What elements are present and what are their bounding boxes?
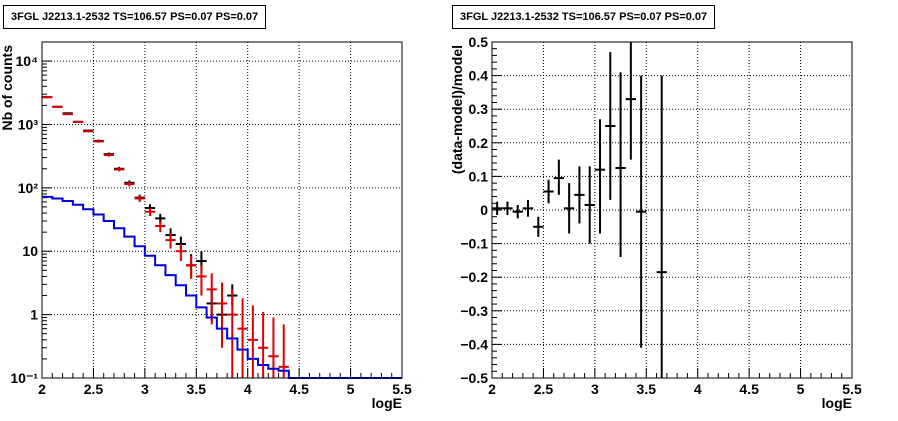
residuals-chart-title: 3FGL J2213.1-2532 TS=106.57 PS=0.07 PS=0… <box>452 5 716 29</box>
residuals-x-tick-label: 4.5 <box>739 381 759 397</box>
counts-y-axis-label: Nb of counts <box>0 45 15 131</box>
residuals-x-tick-label: 2 <box>488 381 496 397</box>
residuals-y-tick-label: −0.3 <box>460 303 488 319</box>
counts-x-tick-label: 3 <box>141 381 149 397</box>
counts-x-axis-label: logE <box>372 395 402 411</box>
counts-x-tick-label: 4.5 <box>289 381 309 397</box>
counts-x-tick-label: 2.5 <box>84 381 104 397</box>
counts-y-tick-label: 1 <box>30 307 38 323</box>
counts-x-tick-label: 5 <box>347 381 355 397</box>
residuals-y-tick-label: 0.1 <box>469 168 489 184</box>
counts-x-tick-label: 4 <box>244 381 252 397</box>
counts-panel: 2 2.5 3 3.5 4 4.5 5 5.5 10⁻¹ 1 10 10² 10³ 10⁴ logE Nb o… <box>0 41 412 411</box>
residuals-x-tick-label: 5.5 <box>842 381 862 397</box>
residuals-plot-frame <box>491 41 853 379</box>
residuals-panel: 2 2.5 3 3.5 4 4.5 5 5.5 −0.5 −0.4 −0.3 −0.2 −0.1 0 0.1… <box>449 34 862 411</box>
counts-chart-title: 3FGL J2213.1-2532 TS=106.57 PS=0.07 PS=0… <box>3 5 267 29</box>
counts-y-tick-label: 10² <box>18 180 39 196</box>
residuals-y-tick-label: −0.2 <box>460 269 488 285</box>
counts-x-tick-label: 3.5 <box>187 381 207 397</box>
counts-y-tick-label: 10³ <box>18 116 39 132</box>
counts-x-tick-label: 5.5 <box>392 381 412 397</box>
residuals-y-tick-label: 0.4 <box>469 68 489 84</box>
residuals-y-tick-label: −0.4 <box>460 336 488 352</box>
residuals-x-tick-label: 3.5 <box>637 381 657 397</box>
residuals-y-tick-label: 0.3 <box>469 101 489 117</box>
residuals-y-tick-label: 0.2 <box>469 135 489 151</box>
counts-y-tick-label: 10⁴ <box>16 53 39 69</box>
residuals-y-tick-label: 0.5 <box>469 34 489 50</box>
residuals-y-tick-label: −0.5 <box>460 370 488 386</box>
residuals-x-tick-label: 2.5 <box>534 381 554 397</box>
residuals-x-tick-label: 3 <box>591 381 599 397</box>
residuals-x-axis-label: logE <box>822 395 852 411</box>
counts-model-step-line <box>42 195 402 379</box>
residuals-y-tick-label: −0.1 <box>460 236 488 252</box>
counts-y-tick-label: 10 <box>22 243 38 259</box>
counts-y-tick-label: 10⁻¹ <box>10 370 38 386</box>
residuals-y-axis-label: (data-model)/model <box>449 45 465 174</box>
counts-x-tick-label: 2 <box>38 381 46 397</box>
residuals-y-tick-label: 0 <box>480 202 488 218</box>
residuals-x-tick-label: 5 <box>797 381 805 397</box>
residuals-x-tick-label: 4 <box>694 381 702 397</box>
counts-plot-frame <box>41 41 403 379</box>
